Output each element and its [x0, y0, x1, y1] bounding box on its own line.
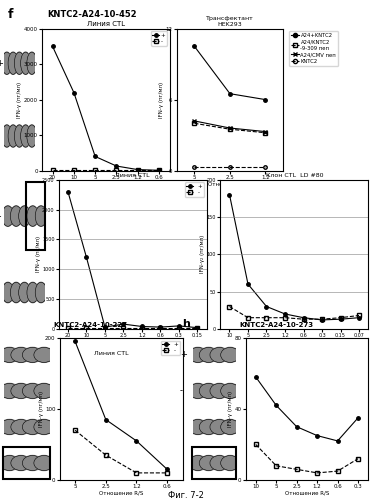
Circle shape — [199, 456, 218, 470]
Circle shape — [0, 456, 20, 470]
Legend: +, -: +, - — [161, 340, 180, 355]
Text: +: + — [0, 212, 1, 220]
Circle shape — [34, 384, 54, 398]
Circle shape — [199, 420, 218, 434]
Circle shape — [221, 456, 240, 470]
Circle shape — [19, 282, 30, 302]
Y-axis label: IFN-γ (пг/мл): IFN-γ (пг/мл) — [159, 82, 164, 118]
Title: Трансфектант
HEK293: Трансфектант HEK293 — [206, 16, 254, 27]
Circle shape — [22, 384, 43, 398]
Circle shape — [189, 348, 207, 362]
Circle shape — [8, 52, 18, 74]
Circle shape — [189, 384, 207, 398]
Text: KNTC2-A24-10-227: KNTC2-A24-10-227 — [54, 322, 128, 328]
X-axis label: Отношение R/S: Отношение R/S — [272, 340, 317, 344]
Circle shape — [10, 206, 22, 227]
Legend: +, -: +, - — [185, 182, 204, 196]
Circle shape — [221, 420, 240, 434]
X-axis label: Отношение R/S: Отношение R/S — [285, 490, 329, 496]
Circle shape — [34, 420, 54, 434]
Circle shape — [34, 348, 54, 362]
Circle shape — [189, 420, 207, 434]
Circle shape — [2, 206, 14, 227]
Circle shape — [2, 125, 12, 147]
Circle shape — [189, 456, 207, 470]
Title: Линия CTL: Линия CTL — [115, 173, 150, 178]
Circle shape — [34, 456, 54, 470]
Circle shape — [0, 420, 20, 434]
X-axis label: Отношение R/S: Отношение R/S — [110, 340, 155, 344]
Legend: A24+KNTC2, A24/KNTC2
-9-309 пеп, A24/CMV пеп, KNTC2: A24+KNTC2, A24/KNTC2 -9-309 пеп, A24/CMV… — [289, 31, 338, 66]
Text: KNTC2-A24-10-452: KNTC2-A24-10-452 — [48, 10, 137, 19]
Circle shape — [0, 348, 20, 362]
Text: f: f — [7, 8, 13, 21]
Y-axis label: IFN-γ (пг/мл): IFN-γ (пг/мл) — [17, 82, 22, 118]
Title: Клон CTL  LD #80: Клон CTL LD #80 — [266, 173, 323, 178]
Circle shape — [27, 52, 37, 74]
Y-axis label: IFN-γ (пг/мл): IFN-γ (пг/мл) — [36, 236, 41, 273]
X-axis label: Отношение R/S: Отношение R/S — [99, 490, 143, 496]
Y-axis label: IFN-γ (пг/мл): IFN-γ (пг/мл) — [39, 391, 44, 427]
Circle shape — [15, 52, 24, 74]
Text: Фиг. 7-2: Фиг. 7-2 — [168, 490, 204, 500]
Circle shape — [11, 348, 31, 362]
Text: Линия CTL: Линия CTL — [94, 351, 129, 356]
Circle shape — [2, 282, 14, 302]
Circle shape — [35, 206, 47, 227]
Circle shape — [22, 456, 43, 470]
Circle shape — [11, 384, 31, 398]
Circle shape — [27, 125, 37, 147]
Circle shape — [210, 420, 229, 434]
Circle shape — [11, 420, 31, 434]
Text: KNTC2-A24-10-273: KNTC2-A24-10-273 — [240, 322, 314, 328]
Circle shape — [199, 348, 218, 362]
Circle shape — [15, 125, 24, 147]
Text: -: - — [180, 386, 183, 396]
Circle shape — [221, 348, 240, 362]
X-axis label: Отношение R/S: Отношение R/S — [208, 181, 252, 186]
Circle shape — [199, 384, 218, 398]
Circle shape — [20, 125, 31, 147]
Circle shape — [20, 52, 31, 74]
Text: h: h — [182, 318, 190, 328]
Text: +: + — [0, 58, 3, 68]
Title: Линия CTL: Линия CTL — [87, 21, 125, 27]
Circle shape — [221, 384, 240, 398]
Circle shape — [2, 52, 12, 74]
Circle shape — [10, 282, 22, 302]
Y-axis label: IFN-γ (пг/мл): IFN-γ (пг/мл) — [228, 391, 233, 427]
Legend: +, -: +, - — [151, 32, 167, 46]
Circle shape — [22, 420, 43, 434]
Circle shape — [27, 282, 39, 302]
Circle shape — [8, 125, 18, 147]
Circle shape — [35, 282, 47, 302]
Circle shape — [210, 384, 229, 398]
Circle shape — [210, 456, 229, 470]
Text: +: + — [180, 350, 186, 360]
Circle shape — [19, 206, 30, 227]
X-axis label: Отношение R/S: Отношение R/S — [84, 181, 128, 186]
Y-axis label: IFN-γ₂ (пг/мл): IFN-γ₂ (пг/мл) — [200, 235, 205, 274]
Circle shape — [22, 348, 43, 362]
Circle shape — [27, 206, 39, 227]
Circle shape — [210, 348, 229, 362]
Circle shape — [11, 456, 31, 470]
Circle shape — [0, 384, 20, 398]
